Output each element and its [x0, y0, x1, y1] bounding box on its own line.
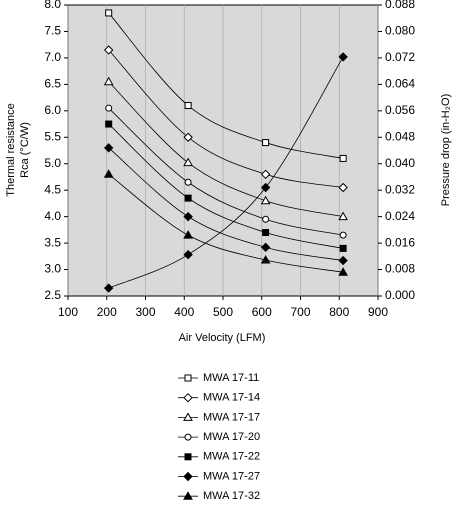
x-tick-label: 300	[135, 305, 155, 319]
x-tick-label: 500	[213, 305, 233, 319]
marker	[105, 104, 113, 112]
legend-label: MWA 17-32	[203, 490, 260, 502]
x-tick-label: 200	[97, 305, 117, 319]
legend-marker	[183, 412, 193, 421]
series-line	[108, 81, 344, 218]
marker	[260, 255, 271, 264]
series-line	[108, 123, 344, 249]
x-tick-label: 800	[329, 305, 349, 319]
marker	[338, 267, 348, 276]
marker	[262, 229, 270, 237]
x-tick-label: 100	[58, 305, 78, 319]
series-line	[108, 49, 344, 188]
y-tick-label: 6.5	[44, 77, 61, 91]
marker	[339, 154, 347, 162]
x-tick-label: 700	[290, 305, 310, 319]
legend-label: MWA 17-20	[203, 431, 260, 443]
y-tick-label: 6.0	[44, 103, 61, 117]
y-tick-label: 3.0	[44, 262, 61, 276]
y-tick-label: 4.0	[44, 209, 61, 223]
marker	[184, 102, 192, 110]
series-line	[108, 56, 344, 289]
marker	[260, 242, 271, 253]
y2-tick-label: 0.008	[385, 262, 415, 276]
legend-label: MWA 17-22	[203, 451, 260, 463]
marker	[184, 194, 192, 202]
marker	[103, 45, 114, 55]
x-tick-label: 900	[368, 305, 388, 319]
marker	[103, 143, 114, 153]
y2-tick-label: 0.032	[385, 182, 415, 196]
legend-label: MWA 17-11	[203, 372, 259, 384]
series-line	[108, 107, 344, 236]
marker	[183, 211, 193, 222]
y2-tick-label: 0.088	[385, 0, 415, 11]
y-tick-label: 8.0	[44, 0, 61, 11]
marker	[262, 215, 270, 223]
y-tick-label: 7.5	[44, 24, 61, 38]
marker	[338, 52, 348, 62]
marker	[105, 120, 113, 128]
marker	[183, 132, 193, 142]
series-line	[108, 173, 344, 273]
y2-tick-label: 0.080	[385, 24, 415, 38]
legend-label: MWA 17-27	[203, 470, 260, 482]
y2-tick-label: 0.064	[385, 77, 415, 91]
y-tick-label: 3.5	[44, 235, 61, 249]
marker	[103, 169, 114, 178]
y2-tick-label: 0.016	[385, 235, 415, 249]
series-line	[108, 12, 344, 159]
marker	[183, 249, 193, 260]
series-line	[108, 147, 344, 261]
marker	[262, 139, 270, 147]
legend-marker	[184, 453, 192, 461]
marker	[103, 76, 114, 86]
marker	[260, 169, 271, 180]
marker	[183, 157, 193, 167]
marker	[105, 9, 113, 17]
marker	[338, 182, 348, 193]
marker	[338, 255, 348, 266]
legend-marker	[183, 392, 193, 403]
marker	[260, 182, 271, 193]
y2-tick-label: 0.072	[385, 50, 415, 64]
marker	[184, 178, 192, 186]
legend-marker	[183, 471, 193, 482]
y2-tick-label: 0.040	[385, 156, 415, 170]
legend-label: MWA 17-17	[203, 411, 260, 423]
marker	[103, 283, 114, 293]
y-tick-label: 5.0	[44, 156, 61, 170]
marker	[339, 244, 347, 252]
legend-marker	[184, 433, 192, 441]
x-axis-title: Air Velocity (LFM)	[179, 332, 266, 344]
y2-tick-label: 0.056	[385, 103, 415, 117]
legend-marker	[183, 491, 193, 500]
y2-tick-label: 0.048	[385, 129, 415, 143]
y2-tick-label: 0.024	[385, 209, 415, 223]
y-axis-title: Rca (°C/W)	[19, 122, 31, 178]
x-tick-label: 600	[252, 305, 272, 319]
y-tick-label: 2.5	[44, 288, 61, 302]
marker	[183, 230, 193, 239]
y2-axis-title: Pressure drop (in-H₂O)	[440, 94, 452, 206]
marker	[339, 231, 347, 239]
y2-tick-label: 0.000	[385, 288, 415, 302]
legend-label: MWA 17-14	[203, 392, 260, 404]
y-axis-title: Thermal resistance	[5, 103, 17, 197]
marker	[260, 195, 271, 205]
marker	[338, 211, 348, 221]
y-tick-label: 4.5	[44, 182, 61, 196]
x-tick-label: 400	[174, 305, 194, 319]
y-tick-label: 7.0	[44, 50, 61, 64]
legend-marker	[184, 374, 192, 382]
y-tick-label: 5.5	[44, 129, 61, 143]
